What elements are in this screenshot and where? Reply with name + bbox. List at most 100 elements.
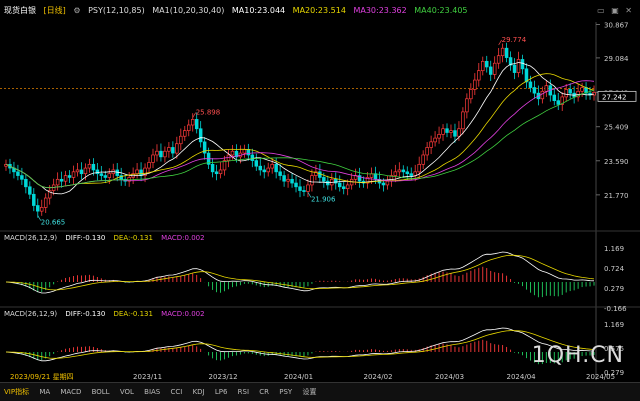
candle-body	[508, 57, 513, 66]
candle-body	[441, 128, 445, 135]
chart-header: 现货白银 [日线] ⚙ PSY(12,10,85) MA1(10,20,30,4…	[0, 0, 640, 22]
candle-body	[556, 100, 560, 105]
current-price-label: 27.242	[602, 93, 627, 101]
candle-body	[337, 182, 342, 188]
price-annotation: 25.898	[196, 109, 221, 117]
candle-body	[449, 130, 453, 133]
tab-vip[interactable]: VIP指标	[4, 388, 30, 396]
candle-body	[194, 119, 199, 130]
candle-body	[357, 175, 362, 182]
tab-kdj[interactable]: KDJ	[192, 388, 205, 396]
restore-icon[interactable]: ▣	[611, 6, 619, 15]
candle-body	[59, 178, 64, 182]
tab-rsi[interactable]: RSI	[237, 388, 250, 396]
minimize-icon[interactable]: ▭	[597, 6, 605, 15]
tab-cci[interactable]: CCI	[170, 388, 183, 396]
price-annotation: 21.906	[311, 195, 336, 203]
settings-icon[interactable]: ⚙	[73, 6, 81, 15]
macd2-diff: DIFF:-0.130	[65, 310, 106, 318]
candle-body	[365, 177, 370, 184]
candle-body	[79, 169, 84, 175]
x-tick-label: 2024/04	[507, 373, 537, 381]
candle-body	[242, 148, 247, 154]
candle-body	[477, 70, 481, 81]
candle-body	[278, 171, 282, 176]
candle-body	[373, 173, 378, 180]
candle-body	[314, 171, 318, 176]
symbol-name[interactable]: 现货白银	[4, 6, 36, 15]
candle-body	[310, 175, 314, 186]
tab-psy[interactable]: PSY	[279, 388, 293, 396]
close-icon[interactable]: ✕	[625, 6, 632, 15]
candle-body	[492, 62, 497, 75]
x-tick-label: 2023/12	[209, 373, 238, 381]
candle-body	[147, 162, 151, 169]
candle-body	[409, 173, 413, 176]
candle-body	[469, 89, 473, 100]
candle-body	[318, 171, 322, 178]
candle-body	[286, 178, 290, 182]
candle-body	[75, 169, 80, 173]
tab-cr[interactable]: CR	[259, 388, 270, 396]
x-tick-label: 2024/01	[284, 373, 313, 381]
candle-body	[87, 163, 92, 169]
candle-body	[552, 94, 557, 102]
candle-body	[202, 141, 207, 154]
candle-body	[532, 87, 537, 94]
price-annotation: 20.665	[41, 219, 66, 227]
candle-body	[250, 154, 255, 161]
candle-body	[266, 167, 270, 173]
candle-body	[496, 55, 501, 64]
x-tick-label: 2024/03	[435, 373, 464, 381]
candle-body	[393, 171, 398, 176]
tab-bias[interactable]: BIAS	[144, 388, 161, 396]
candle-body	[473, 79, 477, 90]
current-price-box	[597, 90, 637, 102]
candle-body	[465, 98, 469, 113]
tab-lp6[interactable]: LP6	[214, 388, 228, 396]
candle-body	[516, 59, 521, 73]
watermark-logo: 1QH.CN	[531, 343, 624, 368]
ma30-line	[5, 80, 595, 189]
candle-body	[254, 160, 259, 167]
candle-body	[302, 190, 306, 192]
period-label[interactable]: [日线]	[43, 6, 66, 15]
indicator-tabbar: VIP指标 MA MACD BOLL VOL BIAS CCI KDJ LP6 …	[0, 382, 640, 401]
candle-body	[127, 177, 131, 182]
candle-body	[119, 175, 123, 180]
macd2-dea-line	[5, 330, 595, 359]
candle-body	[246, 148, 251, 156]
price-tick-label: 21.770	[604, 192, 629, 200]
tab-boll[interactable]: BOLL	[91, 388, 110, 396]
macd1-dea-line	[5, 254, 595, 291]
candle-body	[218, 169, 223, 175]
candle-body	[433, 137, 437, 143]
macd2-macd: MACD:0.002	[161, 310, 205, 318]
candle-body	[564, 89, 568, 98]
candle-body	[488, 66, 493, 75]
candle-body	[481, 60, 485, 72]
ma10-line	[5, 62, 595, 195]
price-tick-label: 25.409	[604, 124, 629, 132]
tab-settings[interactable]: 设置	[302, 388, 317, 396]
x-tick-label: 2023/11	[133, 373, 162, 381]
tab-vol[interactable]: VOL	[119, 388, 134, 396]
candle-body	[345, 184, 350, 190]
candle-body	[568, 89, 572, 94]
candle-body	[234, 150, 239, 158]
candle-body	[28, 186, 32, 195]
candle-body	[183, 130, 187, 137]
candle-body	[32, 193, 36, 206]
tab-ma[interactable]: MA	[39, 388, 51, 396]
candle-body	[298, 186, 302, 191]
candle-body	[63, 175, 68, 182]
candle-body	[290, 178, 294, 184]
candle-body	[429, 141, 433, 148]
candle-body	[461, 111, 465, 130]
price-tick-label: 30.867	[604, 21, 629, 29]
candle-body	[135, 169, 139, 175]
macd2-tick-label: 1.169	[604, 321, 624, 329]
tab-macd[interactable]: MACD	[60, 388, 82, 396]
candle-body	[151, 154, 155, 163]
